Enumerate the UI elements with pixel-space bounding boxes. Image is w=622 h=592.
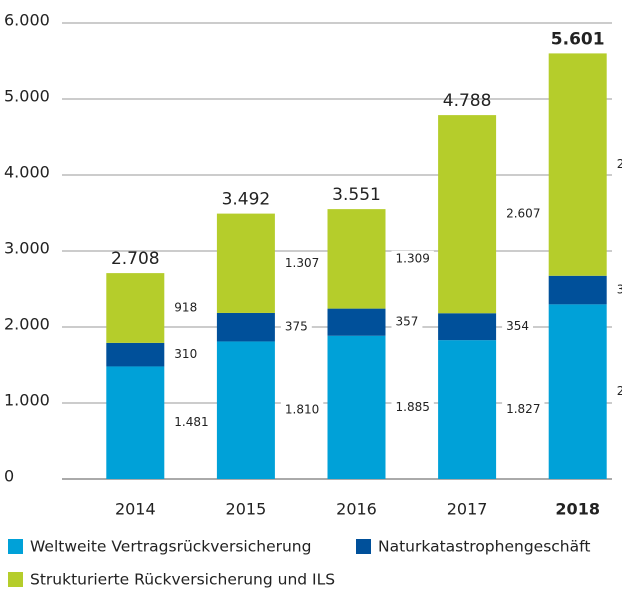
bar-segment [548,53,607,276]
legend-swatch [8,539,23,554]
value-label: 2.607 [506,207,540,221]
y-tick-label: 3.000 [4,239,50,258]
label-bg [280,402,324,419]
label-bg [502,206,545,223]
y-tick-label: 6.000 [4,11,50,30]
bar-segment [438,340,497,479]
x-tick-label: 2016 [336,500,377,519]
y-tick-label: 1.000 [4,391,50,410]
label-bg [612,156,622,173]
value-label: 2.926 [617,157,622,171]
value-label: 1.307 [285,256,319,270]
value-label: 310 [174,347,197,361]
total-label: 3.551 [332,185,381,205]
label-bg [170,300,202,316]
value-label: 918 [174,301,197,315]
value-label: 1.885 [396,400,430,414]
total-label: 5.601 [551,29,605,49]
total-label: 3.492 [222,190,271,210]
y-tick-label: 5.000 [4,87,50,106]
label-bg [391,399,434,416]
y-tick-label: 2.000 [4,315,50,334]
value-label: 1.810 [285,403,319,417]
bar-segment [548,304,607,479]
label-bg [280,319,312,336]
label-bg [502,401,545,418]
value-label: 1.309 [396,251,430,265]
value-label: 1.481 [174,415,208,429]
bar-segment [216,312,275,342]
label-bg [612,282,622,299]
label-bg [391,314,423,331]
label-bg [612,383,622,400]
x-tick-label: 2015 [226,500,267,519]
bar-segment [327,335,386,479]
bar-segment [106,366,165,479]
label-bg [170,414,213,431]
bar-segment [548,275,607,305]
legend-label: Naturkatastrophengeschäft [378,538,590,556]
value-label: 2.298 [617,384,622,398]
legend-swatch [356,539,371,554]
label-bg [502,318,534,335]
label-bg [170,346,202,363]
bar-segment [327,209,386,309]
bar-segment [438,115,497,314]
x-tick-label: 2014 [115,500,156,519]
bar-segment [327,308,386,336]
total-label: 4.788 [443,91,492,111]
value-label: 357 [396,315,419,329]
bar-segment [106,342,165,367]
bar-segment [106,273,165,343]
legend-label: Strukturierte Rückversicherung und ILS [30,571,335,589]
label-bg [280,255,324,272]
value-label: 376 [617,283,622,297]
legend-label: Weltweite Vertragsrückversicherung [30,538,311,556]
y-tick-label: 0 [4,467,14,486]
x-tick-label: 2017 [447,500,488,519]
value-label: 375 [285,320,308,334]
value-label: 1.827 [506,402,540,416]
y-tick-label: 4.000 [4,163,50,182]
x-tick-label: 2018 [555,500,600,519]
legend-swatch [8,572,23,587]
value-label: 354 [506,319,529,333]
label-bg [391,250,434,267]
bar-segment [216,341,275,479]
total-label: 2.708 [111,249,160,269]
bar-segment [216,213,275,313]
bar-segment [438,313,497,341]
